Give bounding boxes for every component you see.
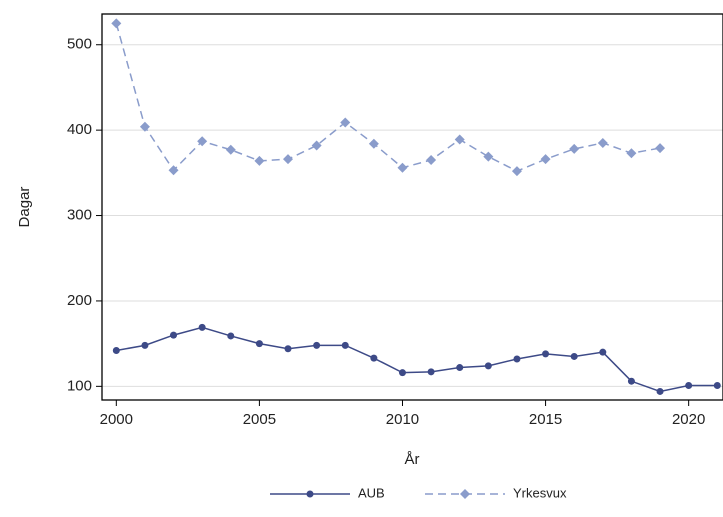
marker <box>112 346 120 354</box>
legend-label: AUB <box>358 485 385 500</box>
marker <box>370 354 378 362</box>
marker <box>511 166 522 177</box>
marker <box>198 323 206 331</box>
marker <box>569 143 580 154</box>
marker <box>341 341 349 349</box>
marker <box>197 136 208 147</box>
marker <box>255 340 263 348</box>
marker <box>426 155 437 166</box>
marker <box>313 341 321 349</box>
marker <box>597 137 608 148</box>
marker <box>484 362 492 370</box>
marker <box>225 144 236 155</box>
legend-label: Yrkesvux <box>513 485 567 500</box>
x-tick-label: 2020 <box>672 411 705 428</box>
marker <box>542 350 550 358</box>
marker <box>454 134 465 145</box>
marker <box>685 381 693 389</box>
marker <box>168 165 179 176</box>
marker <box>460 489 470 499</box>
marker <box>283 154 294 165</box>
y-tick-label: 100 <box>67 377 92 394</box>
y-axis-label: Dagar <box>16 187 33 228</box>
marker <box>656 387 664 395</box>
y-tick-label: 200 <box>67 292 92 309</box>
series-line <box>116 326 718 393</box>
y-tick-label: 300 <box>67 207 92 224</box>
marker <box>311 140 322 151</box>
x-tick-label: 2005 <box>243 411 276 428</box>
x-axis-label: År <box>405 451 420 468</box>
x-tick-label: 2010 <box>386 411 419 428</box>
x-tick-label: 2000 <box>100 411 133 428</box>
marker <box>713 381 721 389</box>
marker <box>111 18 122 29</box>
marker <box>513 355 521 363</box>
marker <box>398 369 406 377</box>
x-tick-label: 2015 <box>529 411 562 428</box>
marker <box>141 341 149 349</box>
series-line <box>115 23 661 172</box>
y-tick-label: 400 <box>67 121 92 138</box>
marker <box>340 117 351 128</box>
marker <box>306 490 314 498</box>
marker <box>139 121 150 132</box>
marker <box>427 368 435 376</box>
marker <box>655 143 666 154</box>
marker <box>627 377 635 385</box>
marker <box>170 331 178 339</box>
marker <box>254 155 265 166</box>
plot-frame <box>101 13 723 401</box>
marker <box>368 138 379 149</box>
marker <box>599 348 607 356</box>
marker <box>483 151 494 162</box>
marker <box>227 332 235 340</box>
series <box>111 18 666 177</box>
marker <box>540 154 551 165</box>
marker <box>456 364 464 372</box>
marker <box>570 352 578 360</box>
y-tick-label: 500 <box>67 36 92 53</box>
marker <box>397 162 408 173</box>
marker <box>626 148 637 159</box>
series <box>112 323 721 395</box>
marker <box>284 345 292 353</box>
